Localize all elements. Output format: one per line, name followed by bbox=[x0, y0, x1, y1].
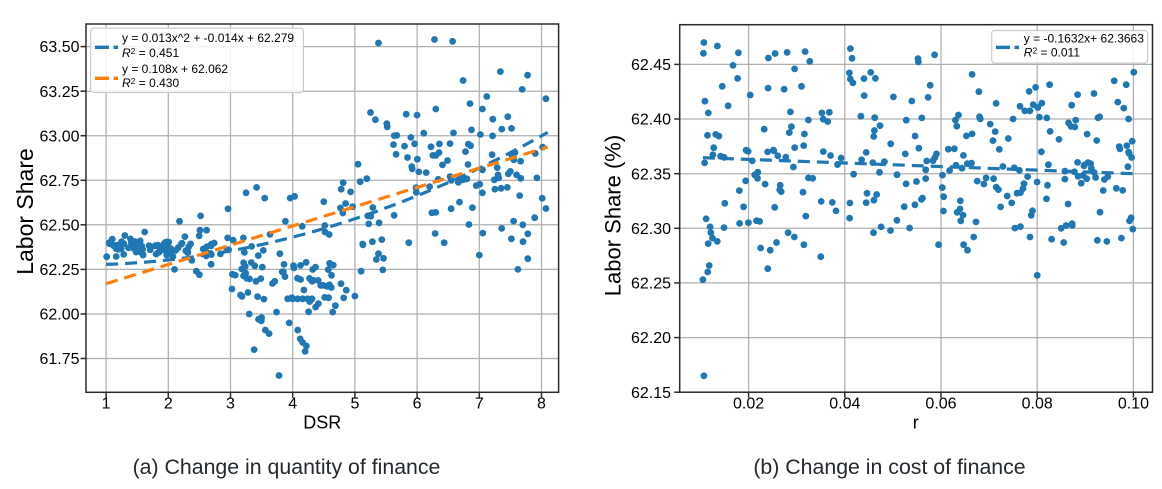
svg-text:7: 7 bbox=[475, 395, 484, 412]
svg-text:y = 0.108x + 62.062: y = 0.108x + 62.062 bbox=[122, 62, 228, 76]
svg-text:62.35: 62.35 bbox=[631, 166, 671, 183]
svg-text:62.00: 62.00 bbox=[39, 307, 79, 324]
svg-text:62.75: 62.75 bbox=[39, 173, 79, 190]
svg-text:8: 8 bbox=[537, 395, 546, 412]
svg-text:2: 2 bbox=[164, 395, 173, 412]
svg-text:3: 3 bbox=[226, 395, 235, 412]
svg-text:y = 0.013x^2 + -0.014x + 62.27: y = 0.013x^2 + -0.014x + 62.279 bbox=[122, 31, 294, 45]
svg-text:62.20: 62.20 bbox=[631, 330, 671, 347]
svg-text:6: 6 bbox=[413, 395, 422, 412]
svg-text:0.06: 0.06 bbox=[925, 395, 956, 412]
svg-text:0.10: 0.10 bbox=[1118, 395, 1149, 412]
svg-text:y = -0.1632x+ 62.3663: y = -0.1632x+ 62.3663 bbox=[1024, 32, 1144, 46]
svg-text:R2 = 0.430: R2 = 0.430 bbox=[122, 76, 179, 90]
svg-text:(b) Change in cost of finance: (b) Change in cost of finance bbox=[753, 455, 1025, 479]
svg-text:4: 4 bbox=[288, 395, 297, 412]
svg-text:5: 5 bbox=[350, 395, 359, 412]
svg-text:R2 = 0.451: R2 = 0.451 bbox=[122, 46, 179, 60]
svg-text:63.50: 63.50 bbox=[39, 39, 79, 56]
svg-text:0.04: 0.04 bbox=[829, 395, 860, 412]
svg-text:62.40: 62.40 bbox=[631, 112, 671, 129]
svg-text:Labor Share: Labor Share bbox=[12, 148, 38, 275]
svg-text:R2 = 0.011: R2 = 0.011 bbox=[1024, 46, 1081, 60]
svg-text:63.25: 63.25 bbox=[39, 84, 79, 101]
svg-text:Labor Share (%): Labor Share (%) bbox=[601, 135, 626, 296]
svg-text:62.25: 62.25 bbox=[631, 276, 671, 293]
svg-text:0.02: 0.02 bbox=[733, 395, 764, 412]
svg-text:DSR: DSR bbox=[303, 413, 341, 433]
svg-text:1: 1 bbox=[102, 395, 111, 412]
svg-text:63.00: 63.00 bbox=[39, 128, 79, 145]
svg-text:62.30: 62.30 bbox=[631, 221, 671, 238]
svg-text:(a) Change in quantity of fina: (a) Change in quantity of finance bbox=[133, 455, 441, 479]
svg-text:62.15: 62.15 bbox=[631, 385, 671, 402]
svg-text:r: r bbox=[913, 413, 919, 433]
svg-text:62.45: 62.45 bbox=[631, 57, 671, 74]
svg-text:62.25: 62.25 bbox=[39, 262, 79, 279]
svg-text:62.50: 62.50 bbox=[39, 217, 79, 234]
svg-text:0.08: 0.08 bbox=[1022, 395, 1053, 412]
svg-text:61.75: 61.75 bbox=[39, 351, 79, 368]
